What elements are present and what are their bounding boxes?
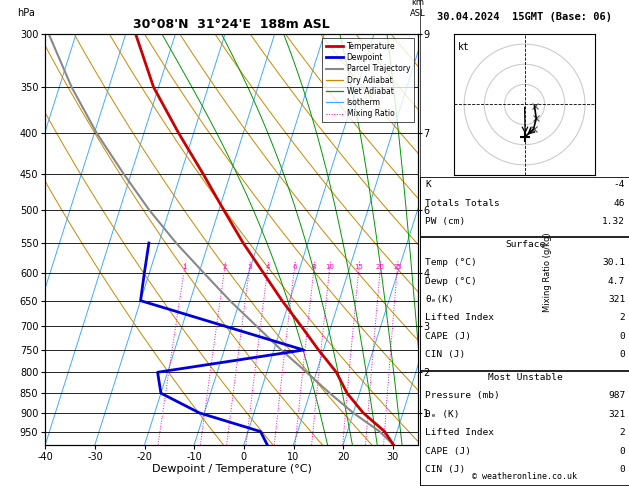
Text: hPa: hPa	[18, 8, 35, 17]
Text: © weatheronline.co.uk: © weatheronline.co.uk	[472, 472, 577, 481]
Text: 10: 10	[325, 264, 334, 270]
Legend: Temperature, Dewpoint, Parcel Trajectory, Dry Adiabat, Wet Adiabat, Isotherm, Mi: Temperature, Dewpoint, Parcel Trajectory…	[322, 38, 414, 122]
Text: Temp (°C): Temp (°C)	[425, 258, 477, 267]
Text: 987: 987	[608, 391, 625, 400]
Text: -4: -4	[614, 180, 625, 190]
Text: CIN (J): CIN (J)	[425, 465, 465, 474]
Text: 2: 2	[223, 264, 227, 270]
Text: 2: 2	[620, 313, 625, 323]
X-axis label: Dewpoint / Temperature (°C): Dewpoint / Temperature (°C)	[152, 465, 311, 474]
Text: CIN (J): CIN (J)	[425, 350, 465, 360]
Text: K: K	[425, 180, 431, 190]
Text: 0: 0	[620, 447, 625, 456]
Text: Mixing Ratio (g/kg): Mixing Ratio (g/kg)	[543, 232, 552, 312]
Text: 0: 0	[620, 332, 625, 341]
Text: 2: 2	[620, 428, 625, 437]
Text: 20: 20	[376, 264, 385, 270]
Text: θₑ (K): θₑ (K)	[425, 410, 460, 419]
Text: PW (cm): PW (cm)	[425, 217, 465, 226]
Text: 1: 1	[182, 264, 187, 270]
Text: Dewp (°C): Dewp (°C)	[425, 277, 477, 286]
Text: 30.04.2024  15GMT (Base: 06): 30.04.2024 15GMT (Base: 06)	[437, 12, 612, 22]
Text: CAPE (J): CAPE (J)	[425, 447, 471, 456]
Text: θₑ(K): θₑ(K)	[425, 295, 454, 304]
Title: 30°08'N  31°24'E  188m ASL: 30°08'N 31°24'E 188m ASL	[133, 18, 330, 32]
Text: Pressure (mb): Pressure (mb)	[425, 391, 500, 400]
Text: Most Unstable: Most Unstable	[488, 373, 562, 382]
Text: 321: 321	[608, 295, 625, 304]
Text: 1.32: 1.32	[602, 217, 625, 226]
Text: CAPE (J): CAPE (J)	[425, 332, 471, 341]
Text: Surface: Surface	[505, 240, 545, 249]
Text: 46: 46	[614, 199, 625, 208]
Text: Totals Totals: Totals Totals	[425, 199, 500, 208]
Text: 3: 3	[247, 264, 252, 270]
Text: 8: 8	[312, 264, 316, 270]
Text: 6: 6	[292, 264, 297, 270]
Text: Lifted Index: Lifted Index	[425, 313, 494, 323]
Text: km
ASL: km ASL	[410, 0, 425, 17]
Text: 0: 0	[620, 350, 625, 360]
Text: 321: 321	[608, 410, 625, 419]
Text: 30.1: 30.1	[602, 258, 625, 267]
Text: 4.7: 4.7	[608, 277, 625, 286]
Text: 0: 0	[620, 465, 625, 474]
Text: 25: 25	[393, 264, 402, 270]
Text: Lifted Index: Lifted Index	[425, 428, 494, 437]
Text: 15: 15	[355, 264, 364, 270]
Text: 4: 4	[265, 264, 270, 270]
Text: kt: kt	[458, 42, 470, 52]
